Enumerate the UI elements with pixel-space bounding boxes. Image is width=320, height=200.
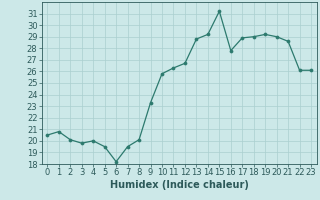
X-axis label: Humidex (Indice chaleur): Humidex (Indice chaleur) <box>110 180 249 190</box>
